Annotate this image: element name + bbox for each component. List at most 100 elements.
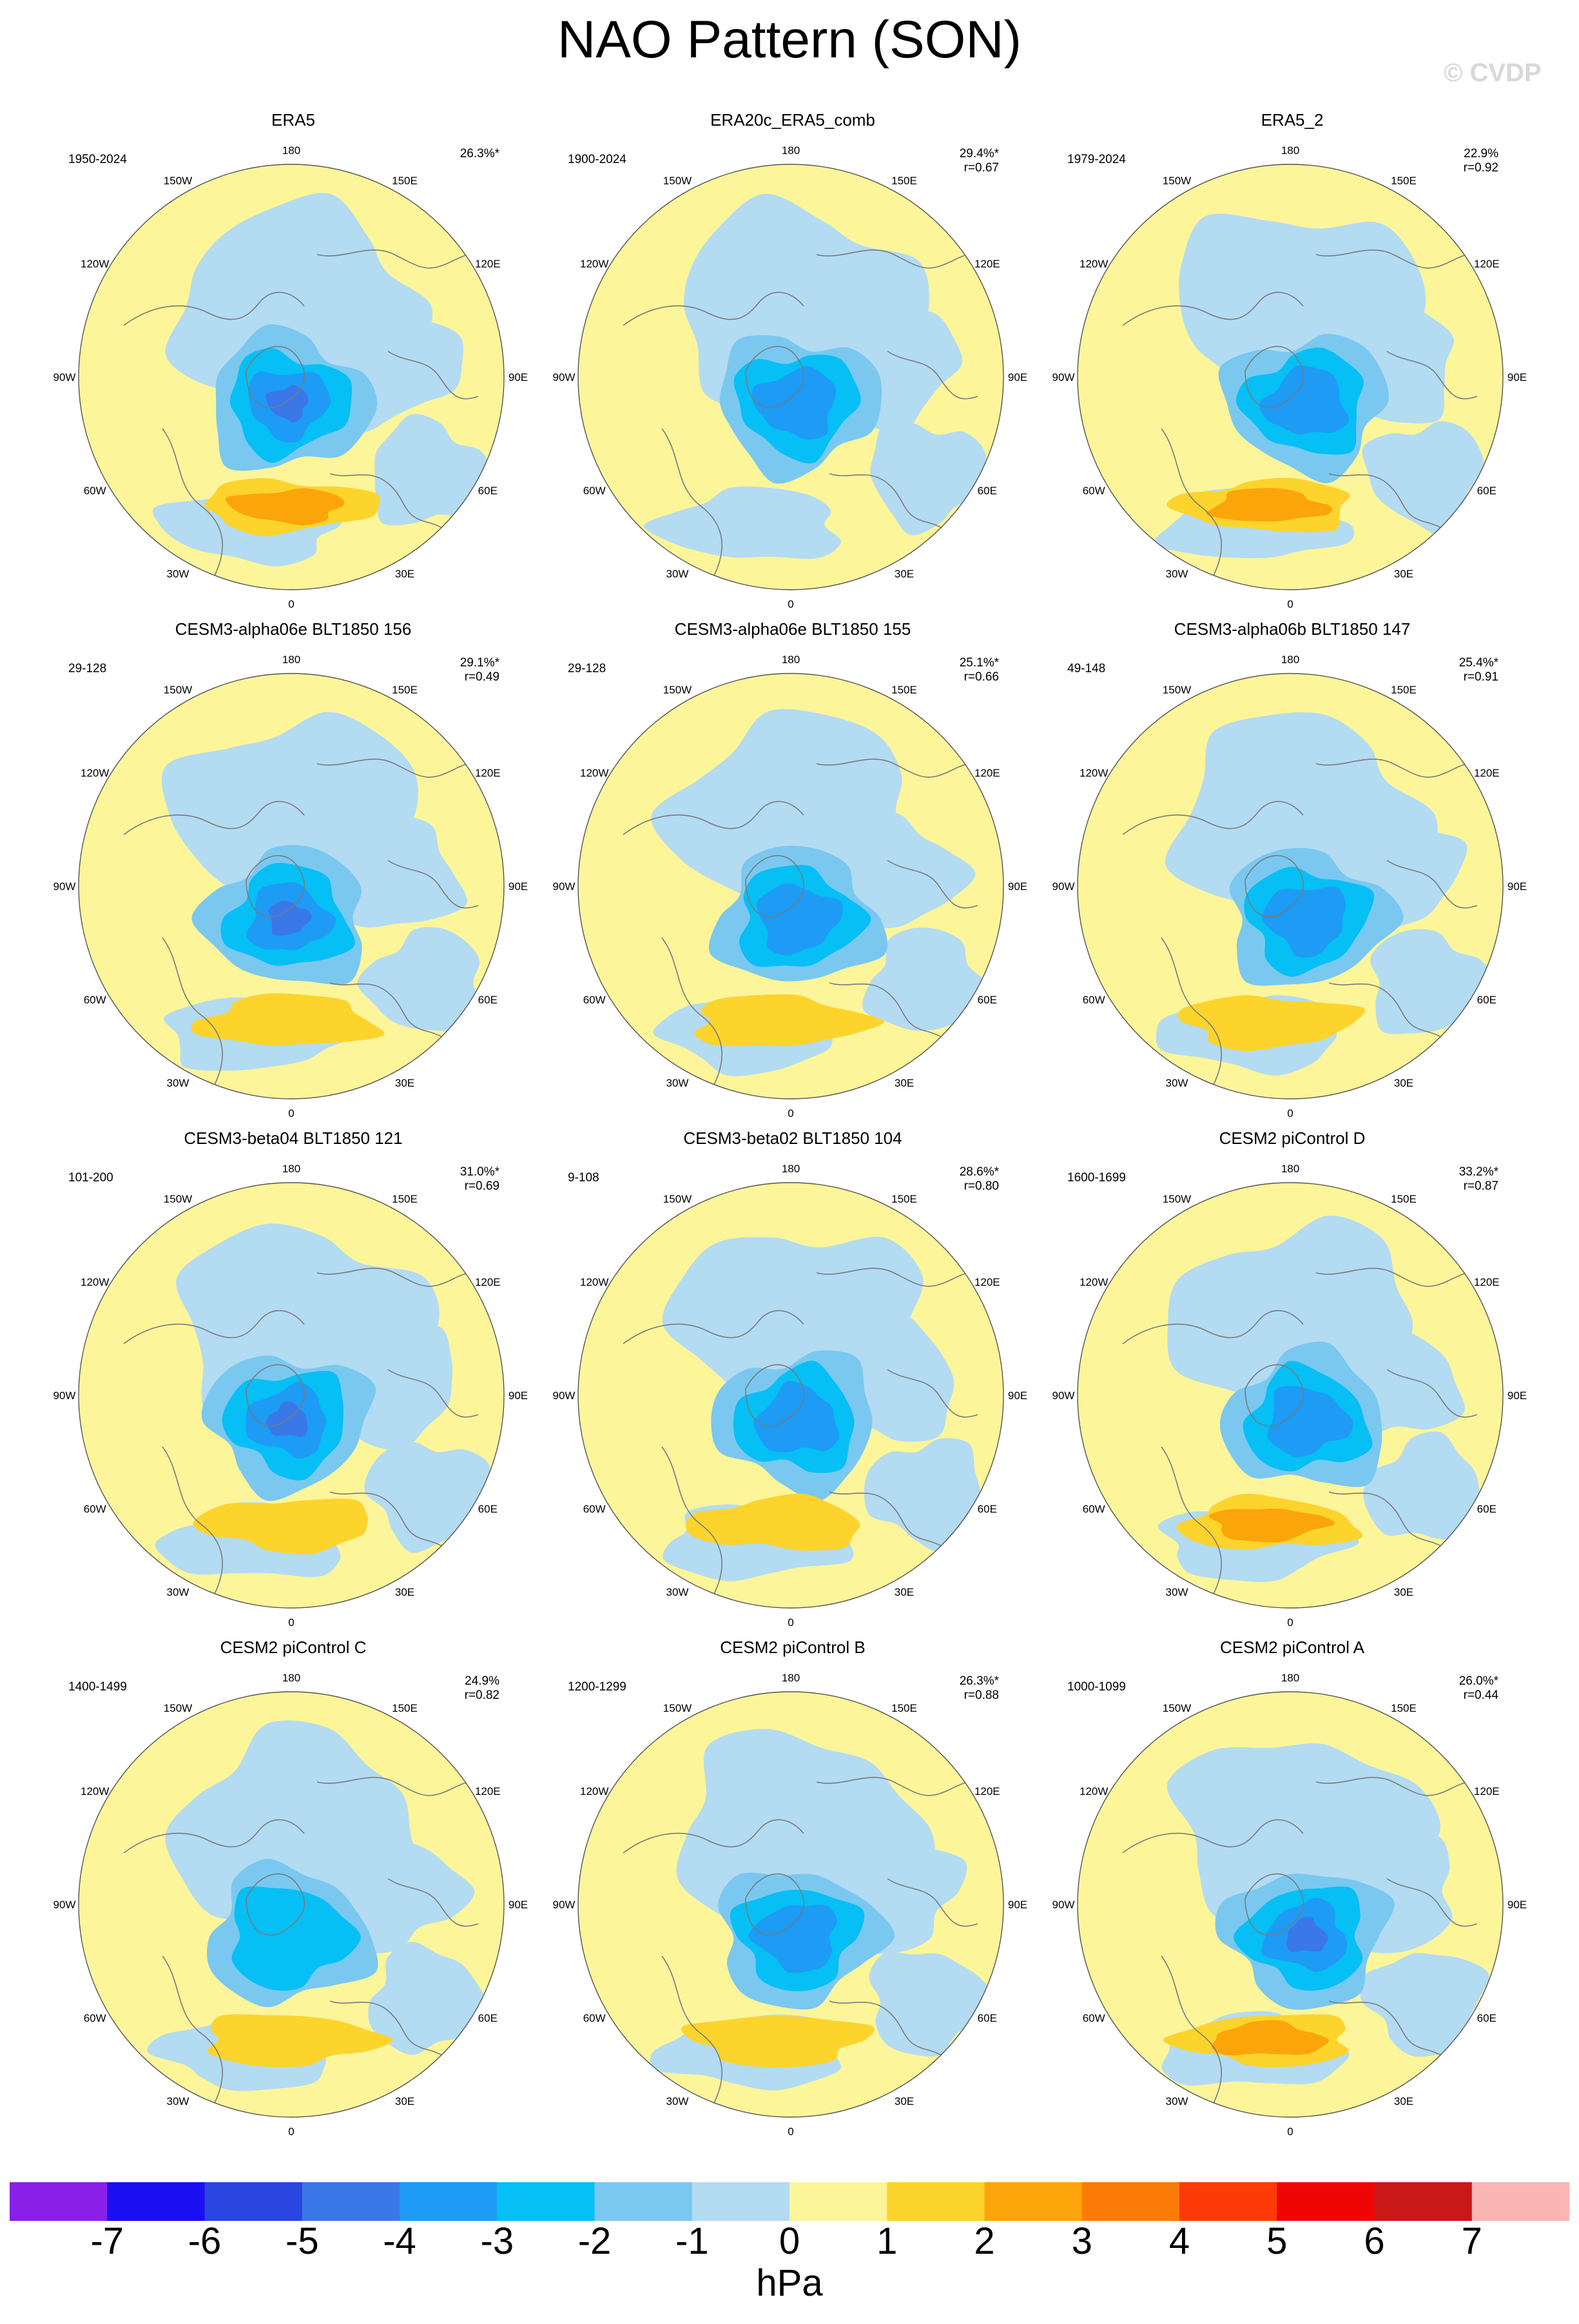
polar-map: 180 150E 120E 90E 60E 30E 0 30W 60W 90W 120W 150W — [53, 1672, 528, 2138]
longitude-label: 120W — [1080, 258, 1108, 270]
longitude-label: 120W — [81, 258, 109, 270]
variance-label: 24.9% — [465, 1674, 499, 1688]
longitude-label: 60E — [478, 1503, 498, 1515]
colorbar-segment — [790, 2182, 887, 2221]
figure-title: NAO Pattern (SON) — [557, 10, 1022, 69]
longitude-label: 60W — [583, 485, 606, 497]
longitude-label: 120W — [81, 1276, 109, 1288]
colorbar-segment — [887, 2182, 985, 2221]
longitude-label: 90W — [1052, 1899, 1075, 1911]
panel-title: ERA5 — [271, 110, 315, 130]
longitude-label: 30W — [666, 568, 689, 580]
map-border — [1077, 673, 1504, 1099]
colorbar — [10, 2182, 1569, 2221]
negative-anomaly-contour — [756, 883, 843, 956]
longitude-label: 60E — [1477, 994, 1497, 1006]
longitude-label: 90W — [553, 371, 576, 383]
longitude-label: 120W — [580, 1276, 608, 1288]
negative-anomaly-region — [1363, 1431, 1480, 1542]
pattern-correlation: r=0.44 — [1463, 1689, 1498, 1702]
colorbar-tick-label: 6 — [1364, 2220, 1385, 2262]
longitude-label: 0 — [1287, 598, 1293, 610]
map-panel: 180 150E 120E 90E 60E 30E 0 30W 60W 90W 120W 150W ER… — [535, 110, 1051, 619]
positive-anomaly-contour — [225, 488, 345, 526]
colorbar-tick-label: 2 — [974, 2220, 995, 2262]
longitude-label: 90W — [553, 880, 576, 893]
period-label: 1979-2024 — [1067, 153, 1126, 166]
coastline — [887, 1878, 978, 1927]
coastline — [387, 860, 479, 909]
coastline — [623, 1310, 804, 1344]
longitude-label: 150W — [1163, 175, 1191, 187]
longitude-label: 30E — [395, 1077, 414, 1089]
negative-anomaly-region — [864, 1438, 980, 1553]
variance-label: 25.4%* — [1458, 656, 1498, 670]
negative-anomaly-contour — [753, 1380, 839, 1453]
longitude-label: 30W — [167, 1586, 189, 1598]
longitude-label: 0 — [288, 1616, 294, 1629]
map-panel: 180 150E 120E 90E 60E 30E 0 30W 60W 90W 120W 150W CE… — [35, 1128, 551, 1637]
negative-anomaly-region — [364, 1442, 490, 1553]
coastline — [887, 860, 978, 909]
map-border — [1077, 1182, 1504, 1609]
polar-map: 180 150E 120E 90E 60E 30E 0 30W 60W 90W 120W 150W — [53, 1163, 528, 1629]
longitude-label: 120E — [974, 1276, 1000, 1288]
colorbar-tick-label: -3 — [480, 2220, 514, 2262]
longitude-label: 150W — [663, 1702, 692, 1714]
period-label: 1200-1299 — [568, 1680, 626, 1694]
longitude-label: 60E — [1477, 485, 1497, 497]
longitude-label: 120W — [580, 1785, 608, 1797]
coastline — [1122, 1310, 1304, 1344]
coastline — [162, 1955, 223, 2105]
longitude-label: 60W — [84, 1503, 106, 1515]
positive-anomaly-contour — [1208, 1508, 1335, 1543]
longitude-label: 90W — [553, 1899, 576, 1911]
panel-title: ERA20c_ERA5_comb — [710, 110, 875, 130]
longitude-label: 120W — [580, 767, 608, 779]
map-panel: 180 150E 120E 90E 60E 30E 0 30W 60W 90W 120W 150W CE… — [35, 1637, 551, 2146]
longitude-label: 150W — [1163, 1193, 1191, 1205]
panel-title: CESM3-alpha06b BLT1850 147 — [1174, 619, 1411, 639]
variance-label: 26.3%* — [959, 1674, 999, 1688]
map-panel: 180 150E 120E 90E 60E 30E 0 30W 60W 90W 120W 150W CE… — [35, 619, 551, 1128]
pattern-correlation: r=0.91 — [1463, 670, 1498, 684]
colorbar-tick-label: -2 — [577, 2220, 612, 2262]
negative-anomaly-contour — [231, 1886, 361, 1991]
longitude-label: 120W — [81, 1785, 109, 1797]
map-panel: 180 150E 120E 90E 60E 30E 0 30W 60W 90W 120W 150W ER… — [1034, 110, 1550, 619]
negative-anomaly-contour — [1261, 886, 1346, 958]
panel-title: CESM2 piControl D — [1219, 1128, 1366, 1148]
longitude-label: 60E — [478, 2012, 498, 2024]
longitude-label: 0 — [788, 2125, 793, 2138]
colorbar-segment — [400, 2182, 498, 2221]
longitude-label: 30E — [395, 2095, 414, 2107]
coastline — [745, 1364, 805, 1427]
longitude-label: 180 — [282, 1672, 300, 1684]
longitude-label: 30W — [167, 568, 189, 580]
period-label: 101-200 — [68, 1171, 113, 1185]
coastline — [246, 1873, 305, 1936]
longitude-label: 180 — [282, 144, 300, 157]
positive-anomaly-contour — [207, 2014, 393, 2067]
polar-map: 180 150E 120E 90E 60E 30E 0 30W 60W 90W 120W 150W — [553, 1672, 1028, 2138]
longitude-label: 120E — [974, 1785, 1000, 1797]
colorbar-tick-label: 0 — [779, 2220, 800, 2262]
pattern-correlation: r=0.92 — [1463, 161, 1498, 175]
longitude-label: 90E — [1008, 1390, 1027, 1402]
positive-anomaly-contour — [681, 2016, 875, 2067]
longitude-label: 30E — [395, 1586, 414, 1598]
longitude-label: 90E — [1507, 1390, 1527, 1402]
period-label: 1900-2024 — [568, 153, 626, 166]
coastline — [1245, 345, 1304, 409]
negative-anomaly-region — [374, 414, 491, 526]
longitude-label: 120W — [580, 258, 608, 270]
period-label: 29-128 — [68, 662, 107, 675]
coastline — [661, 937, 722, 1087]
longitude-label: 30E — [1394, 2095, 1413, 2107]
colorbar-tick-label: 4 — [1168, 2220, 1190, 2262]
longitude-label: 150E — [891, 175, 917, 187]
longitude-label: 30W — [666, 2095, 689, 2107]
coastline — [1245, 1873, 1304, 1936]
polar-map: 180 150E 120E 90E 60E 30E 0 30W 60W 90W 120W 150W — [1052, 654, 1527, 1119]
map-border — [78, 1691, 505, 2118]
